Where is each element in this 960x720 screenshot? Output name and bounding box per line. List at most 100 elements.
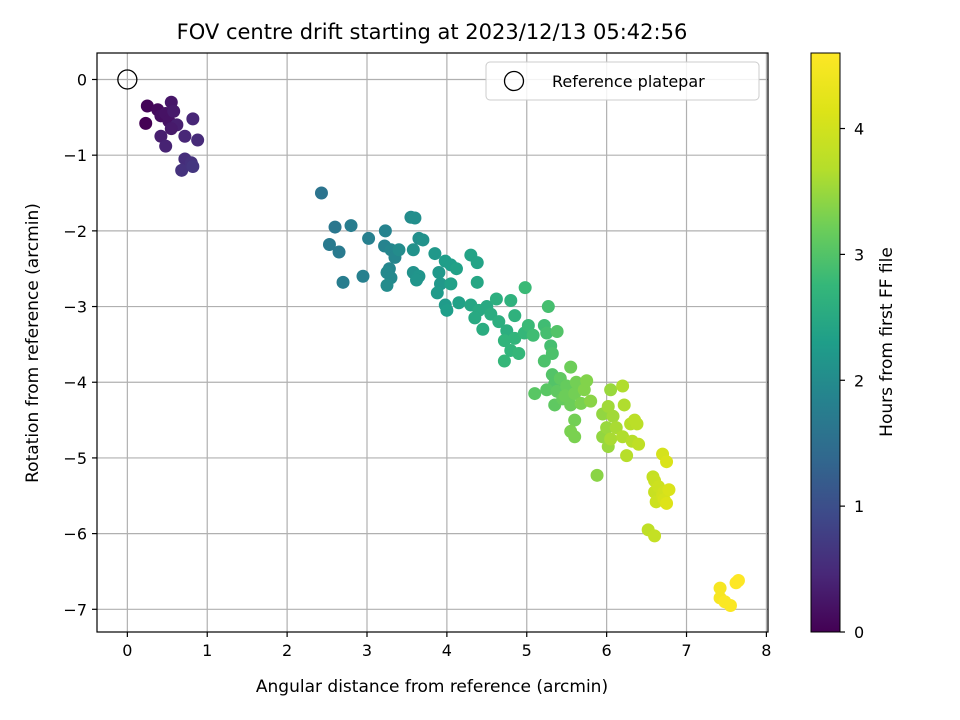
colorbar-gradient <box>811 53 840 632</box>
data-point <box>713 581 727 595</box>
data-point <box>322 237 336 251</box>
data-point <box>564 398 578 412</box>
x-axis-ticks: 0 1 2 3 4 5 6 7 8 <box>122 632 771 660</box>
data-point <box>512 346 526 360</box>
data-point <box>521 318 535 332</box>
data-point <box>362 231 376 245</box>
data-point <box>428 247 442 261</box>
data-point <box>600 421 614 435</box>
data-point <box>154 129 168 143</box>
data-point <box>504 293 518 307</box>
data-point <box>604 383 618 397</box>
colorbar-tick-label: 4 <box>854 120 864 139</box>
data-point <box>580 374 594 388</box>
data-point <box>440 303 454 317</box>
data-point <box>406 243 420 257</box>
colorbar-tick-label: 1 <box>854 497 864 516</box>
data-point <box>489 292 503 306</box>
colorbar-tick-label: 0 <box>854 623 864 642</box>
data-point <box>620 449 634 463</box>
colorbar-tick-label: 2 <box>854 371 864 390</box>
data-point <box>564 360 578 374</box>
y-tick-label: −1 <box>63 146 87 165</box>
data-point <box>356 269 370 283</box>
data-point <box>175 163 189 177</box>
x-tick-label: 1 <box>202 641 212 660</box>
data-point <box>568 430 582 444</box>
data-point <box>632 437 646 451</box>
data-point <box>617 398 631 412</box>
data-point <box>392 243 406 257</box>
y-axis-label: Rotation from reference (arcmin) <box>23 203 43 483</box>
data-point <box>314 186 328 200</box>
reference-point-marker <box>117 69 138 90</box>
data-point <box>648 529 662 543</box>
colorbar-frame <box>810 52 841 633</box>
data-point <box>416 233 430 247</box>
data-point <box>662 483 676 497</box>
data-point <box>492 315 506 329</box>
data-point <box>167 104 181 118</box>
data-point <box>159 139 173 153</box>
x-tick-label: 6 <box>602 641 612 660</box>
data-point <box>380 278 394 292</box>
x-axis-label: Angular distance from reference (arcmin) <box>256 677 608 697</box>
data-point <box>518 281 532 295</box>
data-point <box>537 354 551 368</box>
data-point <box>408 211 422 225</box>
data-point <box>328 220 342 234</box>
data-point <box>526 328 540 342</box>
data-point <box>186 160 200 174</box>
data-point <box>568 413 582 427</box>
plot-frame <box>96 52 769 633</box>
data-point <box>410 273 424 287</box>
plot-border <box>96 52 769 633</box>
data-point <box>378 224 392 238</box>
y-tick-label: −6 <box>63 525 87 544</box>
data-point <box>344 219 358 233</box>
data-point <box>630 417 644 431</box>
data-point <box>449 262 463 276</box>
data-point <box>470 256 484 270</box>
data-point <box>660 496 674 510</box>
x-tick-label: 4 <box>442 641 452 660</box>
data-point <box>497 354 511 368</box>
data-point <box>452 296 466 310</box>
data-point <box>497 334 511 348</box>
data-point <box>540 326 554 340</box>
x-tick-label: 0 <box>122 641 132 660</box>
data-point <box>139 116 153 130</box>
data-point <box>731 574 745 588</box>
data-point <box>616 379 630 393</box>
y-tick-label: −4 <box>63 373 87 392</box>
data-point <box>723 599 737 613</box>
data-point <box>468 311 482 325</box>
y-tick-label: −7 <box>63 600 87 619</box>
x-tick-label: 2 <box>282 641 292 660</box>
y-tick-label: −2 <box>63 222 87 241</box>
data-point <box>191 133 205 147</box>
data-point <box>609 421 623 435</box>
data-point <box>336 275 350 289</box>
data-point <box>540 383 554 397</box>
x-tick-label: 8 <box>761 641 771 660</box>
data-point <box>432 265 446 279</box>
data-point <box>508 331 522 345</box>
colorbar: 0 1 2 3 4 Hours from first FF file <box>810 52 897 642</box>
colorbar-tick-label: 3 <box>854 245 864 264</box>
data-points <box>139 95 745 613</box>
legend: Reference platepar <box>485 61 760 101</box>
chart-title: FOV centre drift starting at 2023/12/13 … <box>177 20 688 44</box>
y-tick-label: −5 <box>63 449 87 468</box>
data-point <box>164 122 178 136</box>
y-tick-label: 0 <box>77 70 87 89</box>
x-tick-label: 3 <box>362 641 372 660</box>
data-point <box>332 245 346 259</box>
data-point <box>476 322 490 336</box>
data-point <box>590 468 604 482</box>
data-point <box>444 277 458 291</box>
data-point <box>584 394 598 408</box>
legend-marker <box>503 70 525 92</box>
colorbar-ticks: 0 1 2 3 4 <box>840 120 864 642</box>
legend-box <box>485 61 760 101</box>
